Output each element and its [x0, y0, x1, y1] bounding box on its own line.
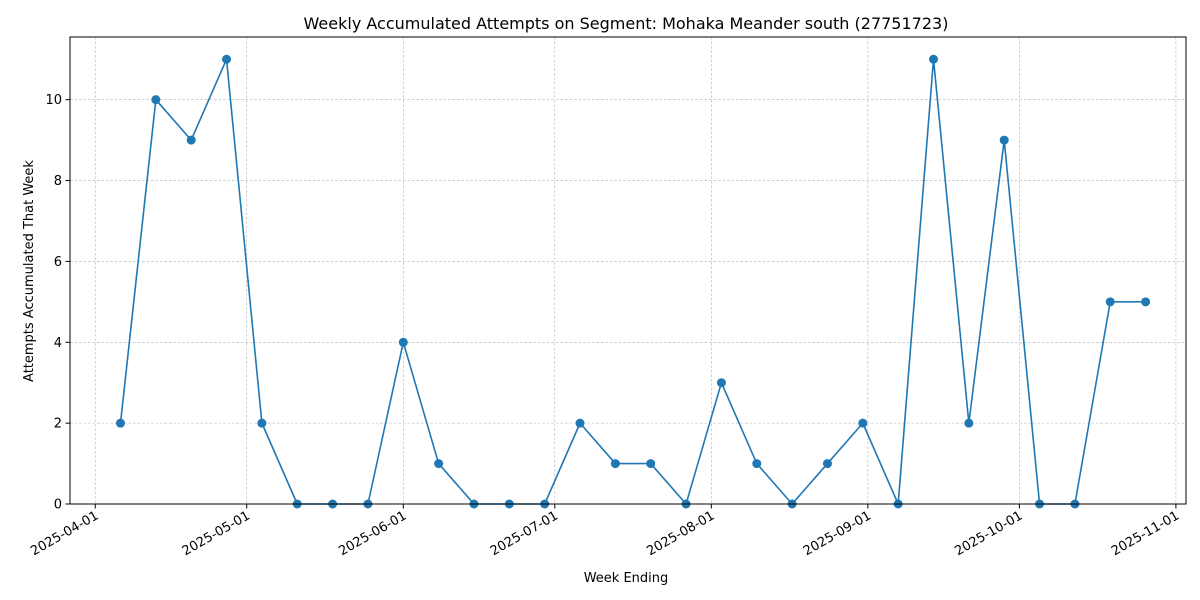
data-point — [434, 459, 444, 469]
x-axis-label: Week Ending — [584, 571, 669, 586]
markers-layer — [115, 54, 1151, 509]
data-point — [186, 135, 196, 145]
data-point — [257, 418, 267, 428]
data-point — [822, 459, 832, 469]
data-point — [716, 378, 726, 388]
data-point — [398, 337, 408, 347]
y-tick-label: 4 — [54, 336, 62, 351]
x-tick-label: 2025-10-01 — [952, 508, 1025, 559]
y-axis-label: Attempts Accumulated That Week — [22, 160, 37, 382]
data-point — [752, 459, 762, 469]
x-tick-label: 2025-11-01 — [1109, 508, 1182, 559]
y-axis: 0 2 4 6 8 10 — [45, 93, 70, 513]
chart-title: Weekly Accumulated Attempts on Segment: … — [304, 14, 949, 33]
data-point — [222, 54, 232, 64]
y-tick-label: 8 — [54, 174, 62, 189]
x-tick-label: 2025-07-01 — [488, 508, 561, 559]
data-point — [1105, 297, 1115, 307]
grid-lines — [70, 37, 1186, 505]
plot-frame — [69, 36, 1187, 505]
data-point — [115, 418, 125, 428]
series-line — [119, 58, 1146, 505]
data-point — [1141, 297, 1151, 307]
data-point — [610, 459, 620, 469]
data-point — [964, 418, 974, 428]
data-point — [999, 135, 1009, 145]
x-tick-label: 2025-09-01 — [801, 508, 874, 559]
x-tick-label: 2025-08-01 — [644, 508, 717, 559]
y-tick-label: 0 — [54, 498, 62, 513]
y-tick-label: 10 — [45, 93, 62, 108]
series-line-layer — [119, 58, 1146, 505]
data-point — [646, 459, 656, 469]
x-tick-label: 2025-05-01 — [180, 508, 253, 559]
data-point — [151, 95, 161, 105]
x-tick-label: 2025-06-01 — [336, 508, 409, 559]
x-axis: 2025-04-01 2025-05-01 2025-06-01 2025-07-01… — [28, 504, 1182, 559]
x-tick-label: 2025-04-01 — [28, 508, 101, 559]
y-tick-label: 6 — [54, 255, 62, 270]
data-point — [575, 418, 585, 428]
y-tick-label: 2 — [54, 417, 62, 432]
data-point — [858, 418, 868, 428]
data-point — [929, 54, 939, 64]
